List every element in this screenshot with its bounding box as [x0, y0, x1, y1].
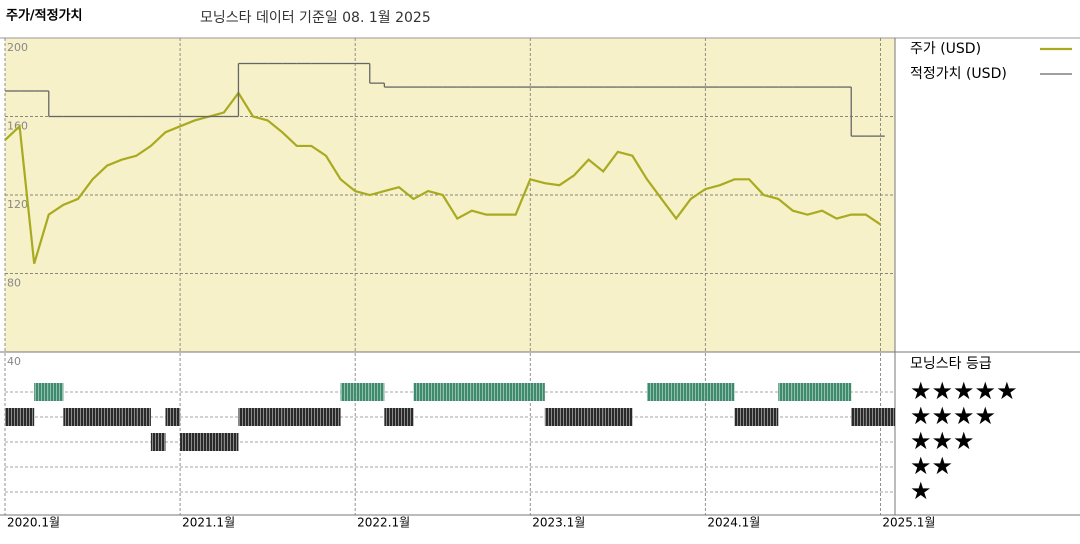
rating-legend-label: ★ [910, 477, 932, 505]
rating-hatch [194, 433, 210, 451]
rating-hatch [530, 383, 545, 401]
rating-hatch [180, 433, 195, 451]
rating-hatch [442, 383, 458, 401]
rating-hatch [282, 408, 297, 426]
y-tick-label: 40 [7, 355, 21, 368]
rating-hatch [851, 408, 866, 426]
rating-hatch [822, 383, 837, 401]
rating-hatch [238, 408, 254, 426]
rating-hatch [428, 383, 443, 401]
rating-hatch [63, 408, 78, 426]
rating-hatch [398, 408, 414, 426]
rating-hatch [209, 433, 224, 451]
rating-legend-label: ★★ [910, 452, 953, 480]
rating-legend-title: 모닝스타 등급 [910, 356, 992, 372]
rating-hatch [778, 383, 793, 401]
chart-subtitle: 모닝스타 데이터 기준일 08. 1월 2025 [200, 10, 431, 26]
rating-hatch [340, 383, 356, 401]
rating-hatch [880, 408, 895, 426]
y-tick-label: 120 [7, 198, 28, 211]
rating-hatch [574, 408, 589, 426]
y-tick-label: 200 [7, 41, 28, 54]
rating-hatch [763, 408, 779, 426]
rating-hatch [311, 408, 326, 426]
rating-hatch [705, 383, 720, 401]
x-tick-label: 2021.1월 [182, 516, 235, 530]
x-tick-label: 2020.1월 [7, 516, 60, 530]
rating-hatch [471, 383, 487, 401]
y-tick-label: 160 [7, 120, 28, 133]
rating-hatch [384, 408, 399, 426]
rating-hatch [661, 383, 677, 401]
rating-hatch [92, 408, 108, 426]
rating-hatch [807, 383, 823, 401]
rating-hatch [603, 408, 618, 426]
rating-hatch [588, 408, 604, 426]
price-line [4, 90, 882, 265]
rating-hatch [676, 383, 691, 401]
x-tick-label: 2023.1월 [532, 516, 585, 530]
x-tick-label: 2022.1월 [357, 516, 410, 530]
rating-legend-label: ★★★ [910, 427, 975, 455]
rating-hatch [690, 383, 706, 401]
chart-title: 주가/적정가치 [6, 8, 83, 24]
rating-hatch [223, 433, 239, 451]
rating-hatch [19, 408, 35, 426]
rating-hatch [749, 408, 764, 426]
rating-hatch [34, 383, 49, 401]
rating-hatch [150, 433, 166, 451]
rating-hatch [617, 408, 633, 426]
legend-label: 주가 (USD) [910, 41, 981, 57]
rating-hatch [559, 408, 575, 426]
rating-hatch [325, 408, 341, 426]
rating-hatch [486, 383, 502, 401]
rating-hatch [121, 408, 137, 426]
rating-hatch [836, 383, 852, 401]
rating-hatch [734, 408, 750, 426]
x-tick-label: 2024.1월 [707, 516, 760, 530]
rating-hatch [792, 383, 808, 401]
rating-hatch [646, 383, 662, 401]
rating-legend-label: ★★★★★ [910, 377, 1018, 405]
legend-label: 적정가치 (USD) [910, 66, 1007, 82]
rating-hatch [165, 408, 181, 426]
rating-hatch [413, 383, 429, 401]
rating-hatch [865, 408, 881, 426]
rating-hatch [544, 408, 560, 426]
x-tick-label: 2025.1월 [882, 516, 935, 530]
rating-hatch [515, 383, 531, 401]
rating-hatch [296, 408, 312, 426]
y-tick-label: 80 [7, 277, 21, 290]
rating-hatch [267, 408, 283, 426]
plot: 40 80 120 160 200 2020.1월 2021.1월 2022.1월 2023.1… [4, 38, 1072, 530]
rating-hatch [5, 408, 20, 426]
rating-legend-label: ★★★★ [910, 402, 996, 430]
rating-hatch [107, 408, 122, 426]
rating-hatch [77, 408, 93, 426]
rating-hatch [457, 383, 472, 401]
rating-hatch [355, 383, 370, 401]
rating-hatch [369, 383, 385, 401]
rating-hatch [136, 408, 151, 426]
rating-hatch [253, 408, 268, 426]
rating-hatch [501, 383, 516, 401]
rating-hatch [719, 383, 735, 401]
rating-hatch [48, 383, 64, 401]
